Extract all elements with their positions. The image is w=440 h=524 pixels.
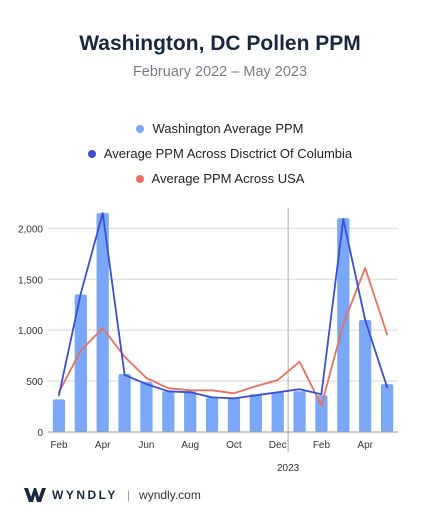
bar: [162, 391, 175, 432]
series-line-district: [58, 212, 389, 400]
bar: [140, 382, 153, 432]
legend-label: Average PPM Across USA: [151, 171, 305, 186]
wyndly-logo-icon: [24, 488, 46, 502]
legend: Washington Average PPM Average PPM Acros…: [0, 116, 440, 191]
bar: [205, 397, 219, 432]
x-tick-label: Apr: [95, 440, 111, 451]
legend-swatch-bar: [136, 124, 145, 133]
x-tick-label: Feb: [50, 440, 68, 451]
legend-item-washington: Washington Average PPM: [0, 116, 440, 141]
bar: [249, 394, 262, 432]
bar: [96, 213, 109, 432]
bar: [52, 399, 66, 432]
chart-title: Washington, DC Pollen PPM: [79, 32, 361, 55]
legend-swatch-district: [87, 149, 96, 158]
bar: [271, 392, 284, 432]
brand-name: WYNDLY: [52, 488, 118, 502]
x-tick-label: Dec: [269, 440, 287, 451]
bar: [184, 391, 197, 432]
bar: [74, 294, 87, 432]
y-tick-label: 1,000: [18, 326, 43, 337]
legend-item-usa: Average PPM Across USA: [0, 166, 440, 191]
bar: [293, 391, 306, 432]
y-tick-label: 2,000: [18, 224, 43, 235]
y-tick-label: 0: [37, 428, 43, 439]
footer-separator: |: [126, 488, 131, 502]
legend-swatch-usa: [135, 174, 144, 183]
series-line-usa: [58, 267, 389, 407]
x-tick-label: Oct: [226, 440, 242, 451]
x-tick-label: Feb: [313, 440, 331, 451]
x-tick-label: Aug: [181, 440, 199, 451]
legend-item-district: Average PPM Across Disctrict Of Columbia: [0, 141, 440, 166]
bar: [380, 384, 394, 432]
x-tick-label: Jun: [138, 440, 154, 451]
bar: [359, 320, 372, 432]
legend-label: Average PPM Across Disctrict Of Columbia: [103, 146, 353, 161]
bar: [315, 395, 328, 432]
y-tick-label: 1,500: [18, 275, 43, 286]
bar: [118, 373, 131, 432]
chart-subtitle: February 2022 – May 2023: [132, 64, 308, 80]
x-tick-label: Apr: [357, 440, 373, 451]
footer: WYNDLY | wyndly.com: [24, 488, 201, 502]
y-tick-label: 500: [26, 377, 43, 388]
year-marker-label: 2023: [277, 463, 300, 474]
bar: [227, 397, 241, 432]
site-link[interactable]: wyndly.com: [139, 488, 201, 502]
legend-label: Washington Average PPM: [152, 121, 304, 136]
